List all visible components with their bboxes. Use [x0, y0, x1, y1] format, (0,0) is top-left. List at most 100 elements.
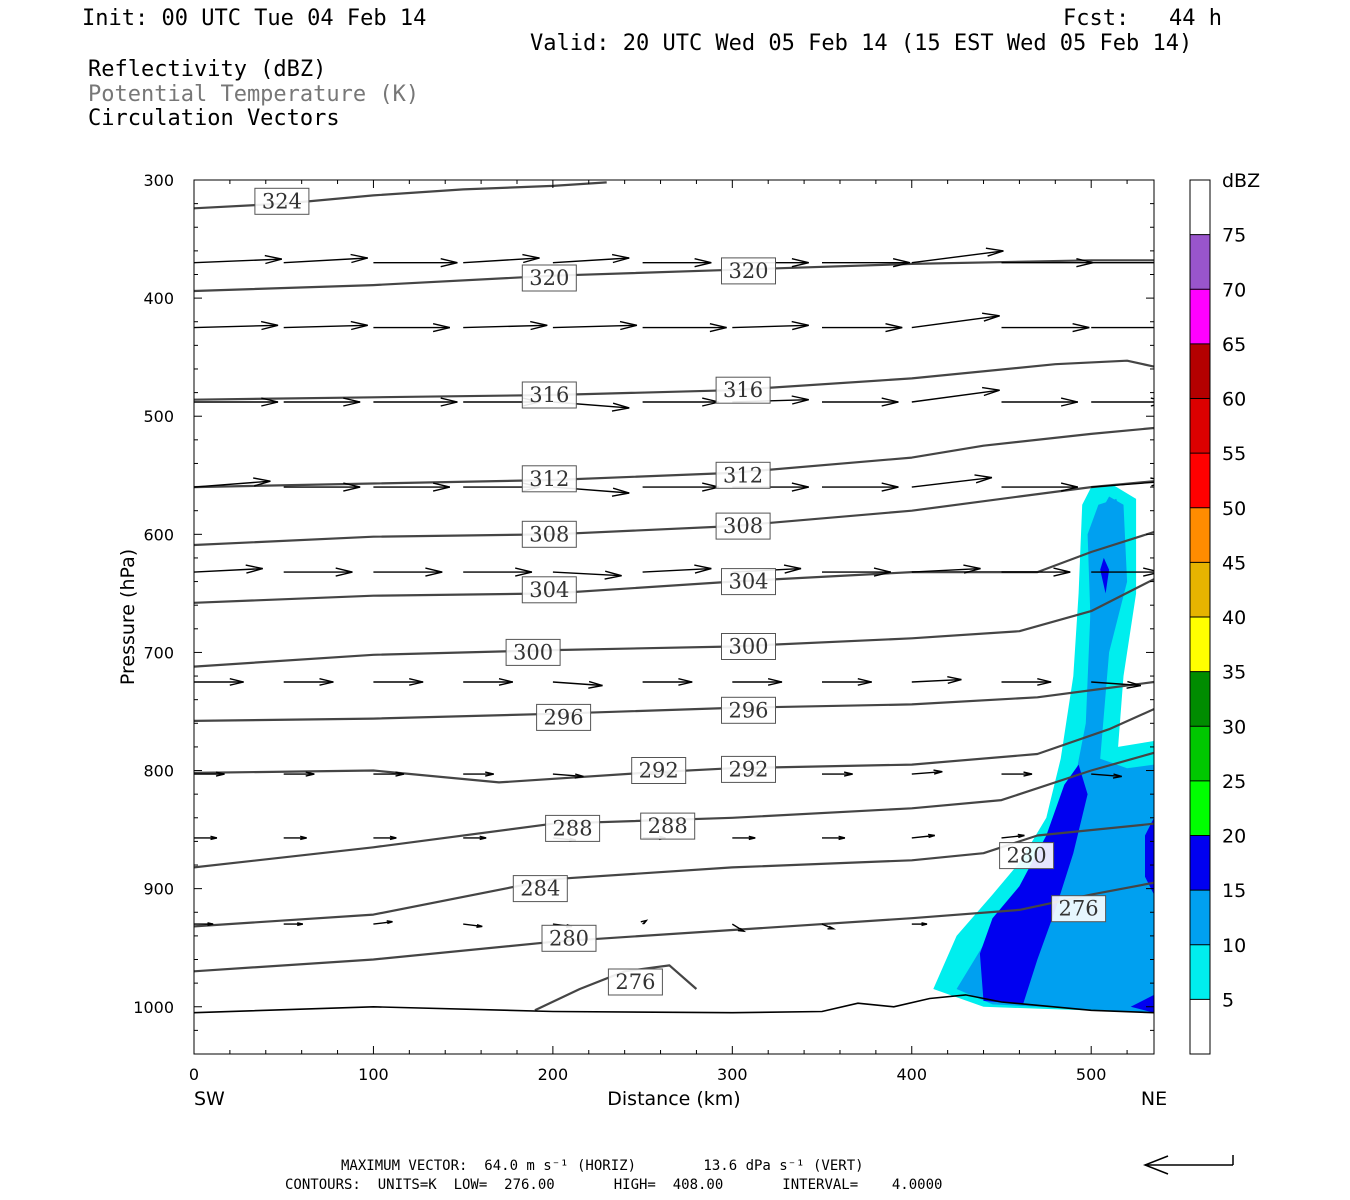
circulation-vector [1001, 258, 1094, 268]
contour-label-text: 320 [529, 266, 569, 290]
vector-head [440, 258, 458, 268]
colorbar-segment [1190, 234, 1210, 290]
contour-label-320: 320 [721, 257, 776, 285]
colorbar-level-label: 20 [1222, 826, 1246, 848]
contour-label-box [607, 968, 663, 996]
contour-label-308: 308 [715, 512, 771, 540]
contour-label-292: 292 [721, 755, 776, 783]
contour-label-box [505, 638, 561, 666]
circulation-vector [194, 254, 282, 265]
vector-head [300, 835, 307, 841]
colorbar-level-label: 25 [1222, 771, 1246, 793]
circulation-vector [1091, 773, 1122, 779]
vector-shaft [911, 250, 1004, 264]
plot-frame [193, 179, 1155, 1055]
colorbar-segment [1190, 671, 1210, 727]
vector-head [921, 922, 928, 927]
circulation-vector [194, 564, 263, 574]
vector-head [947, 676, 962, 684]
colorbar-segment [1190, 890, 1210, 945]
surface-line [194, 994, 1154, 1014]
vector-head [791, 320, 809, 331]
contour-label-text: 280 [549, 926, 589, 950]
circulation-vector [822, 482, 899, 492]
vector-head [737, 927, 747, 933]
field-potential-temperature: Potential Temperature (K) [88, 82, 420, 107]
vector-shaft [911, 678, 962, 683]
circulation-vector [1001, 678, 1052, 686]
vector-head [892, 258, 911, 268]
vector-shaft [552, 324, 637, 329]
vector-shaft [911, 476, 992, 488]
vector-shaft [552, 257, 630, 264]
vector-head [881, 482, 899, 492]
circulation-vector [822, 323, 903, 333]
circulation-vector [822, 567, 891, 577]
circulation-vector [1001, 567, 1071, 577]
vector-head [885, 323, 903, 333]
theta-contour-312 [194, 426, 1154, 489]
circulation-vector [821, 923, 837, 930]
vector-head [1072, 323, 1090, 333]
contour-label-280: 280 [999, 842, 1055, 870]
surface-pressure-line [194, 994, 1154, 1014]
vector-head [694, 564, 712, 574]
vector-shaft [283, 257, 368, 264]
colorbar-level-label: 45 [1222, 552, 1246, 574]
reflectivity-region-15dbz [979, 764, 1088, 1005]
contour-label-box [521, 576, 577, 604]
circulation-vector [283, 567, 353, 577]
vector-head [640, 919, 649, 925]
contour-label-text: 308 [723, 514, 763, 538]
vector-head [791, 258, 809, 268]
y-tick-label: 300 [143, 171, 174, 190]
vector-shaft [911, 315, 1000, 329]
contour-label-316: 316 [715, 376, 771, 404]
circulation-vector [732, 835, 756, 841]
vector-head [611, 487, 630, 497]
circulation-vector [552, 680, 603, 689]
contour-label-box [715, 376, 771, 404]
contour-label-box [721, 633, 776, 660]
circulation-vector [822, 678, 872, 686]
circulation-vector [194, 320, 279, 331]
vector-shaft [552, 681, 603, 687]
x-end-left: SW [194, 1088, 225, 1110]
circulation-vector [373, 920, 393, 925]
contour-label-text: 288 [648, 814, 688, 838]
contour-label-text: 280 [1007, 844, 1047, 868]
contour-label-text: 284 [520, 877, 560, 901]
forecast-hour: Fcst: 44 h [1063, 6, 1222, 31]
vector-shaft [911, 834, 935, 839]
vector-head [386, 920, 393, 925]
vector-head [476, 924, 483, 928]
circulation-vector [194, 477, 271, 488]
circulation-vector [911, 247, 1004, 264]
colorbar-segment [1190, 944, 1210, 1000]
vector-head [432, 482, 450, 492]
contour-label-292: 292 [631, 757, 687, 784]
colorbar-segment [1190, 999, 1210, 1054]
circulation-vector [822, 397, 899, 407]
y-tick-label: 800 [143, 762, 174, 781]
circulation-vector [463, 835, 487, 841]
circulation-vector [373, 567, 443, 577]
circulation-vector [194, 771, 225, 777]
contour-labels: 324 320 320 316 316 312 312 308 308 304 304 300 300 2… [254, 187, 1107, 996]
init-time: Init: 00 UTC Tue 04 Feb 14 [82, 6, 427, 31]
vector-shaft [732, 324, 809, 329]
colorbar-level-label: 30 [1222, 716, 1246, 738]
colorbar-level-label: 70 [1222, 279, 1246, 301]
vector-head [974, 474, 993, 484]
vector-head [963, 564, 981, 574]
vector-head [881, 397, 899, 407]
vector-head [515, 567, 533, 577]
vector-head [485, 771, 494, 777]
vector-head [1112, 773, 1122, 779]
vector-head [261, 397, 279, 407]
contour-label-box [721, 257, 776, 285]
vector-shaft [1001, 834, 1025, 839]
circulation-vector [1091, 326, 1154, 329]
circulation-vector [1001, 323, 1090, 333]
contour-label-box [631, 757, 687, 784]
